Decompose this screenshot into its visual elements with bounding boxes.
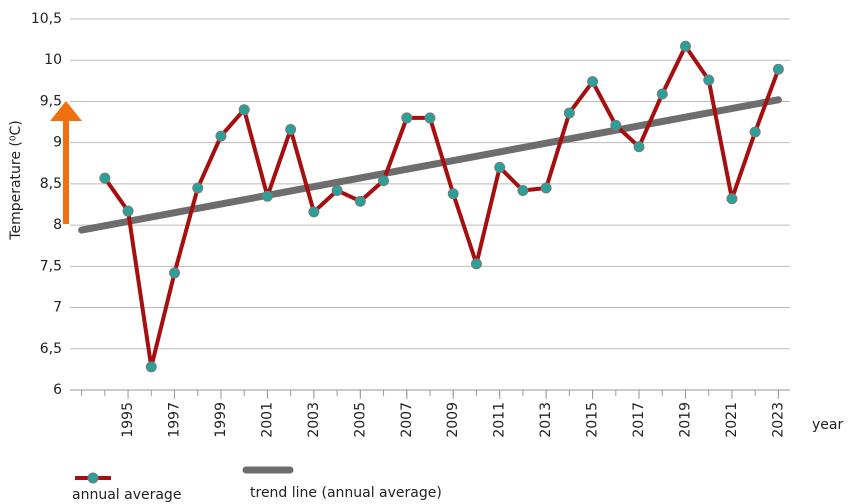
point (285, 123, 297, 135)
x-axis-label: year (812, 417, 843, 433)
x-tick-label: 2003 (306, 402, 322, 438)
x-tick-label: 2005 (352, 402, 368, 438)
legend-label: annual average (72, 487, 181, 503)
point (726, 193, 738, 205)
y-tick-label: 7 (53, 300, 62, 316)
point (633, 141, 645, 153)
point (540, 182, 552, 194)
x-tick-label: 1999 (213, 402, 229, 438)
y-tick-label: 8,5 (40, 176, 62, 192)
point (145, 361, 157, 373)
legend-label: trend line (annual average) (250, 485, 442, 501)
point (99, 172, 111, 184)
point (703, 74, 715, 86)
point (331, 184, 343, 196)
point (587, 76, 599, 88)
point (447, 188, 459, 200)
y-tick-label: 10,5 (31, 11, 62, 27)
point (215, 130, 227, 142)
x-tick-label: 2023 (770, 402, 786, 438)
point (517, 184, 529, 196)
point (378, 175, 390, 187)
x-tick-label: 2001 (259, 402, 275, 438)
x-tick-label: 2007 (399, 402, 415, 438)
x-tick-label: 2009 (445, 402, 461, 438)
point (563, 107, 575, 119)
x-tick-label: 2017 (631, 402, 647, 438)
y-tick-label: 9 (53, 135, 62, 151)
point (401, 112, 413, 124)
point (772, 63, 784, 75)
y-tick-label: 9,5 (40, 93, 62, 109)
y-axis-label: Temperature (⁰C) (8, 120, 24, 240)
point (424, 112, 436, 124)
point (308, 206, 320, 218)
y-tick-label: 10 (44, 52, 62, 68)
point (610, 119, 622, 131)
trend-line (78, 96, 782, 234)
y-tick-label: 7,5 (40, 258, 62, 274)
y-tick-label: 6 (53, 382, 62, 398)
y-tick-label: 8 (53, 217, 62, 233)
y-tick-label: 6,5 (40, 341, 62, 357)
series-line (103, 44, 781, 369)
x-tick-label: 1995 (120, 402, 136, 438)
x-tick-label: 2011 (492, 402, 508, 438)
x-tick-label: 2015 (585, 402, 601, 438)
point (354, 195, 366, 207)
point (749, 126, 761, 138)
point (261, 190, 273, 202)
point (169, 267, 181, 279)
point (679, 40, 691, 52)
point (238, 104, 250, 116)
x-tick-label: 2019 (677, 402, 693, 438)
x-tick-label: 2013 (538, 402, 554, 438)
point (656, 88, 668, 100)
legend-marker (87, 472, 99, 484)
point (122, 205, 134, 217)
point (494, 161, 506, 173)
x-tick-label: 2021 (724, 402, 740, 438)
point (470, 258, 482, 270)
point (192, 182, 204, 194)
annotation-arrow-head (50, 101, 82, 121)
x-tick-label: 1997 (167, 402, 183, 438)
